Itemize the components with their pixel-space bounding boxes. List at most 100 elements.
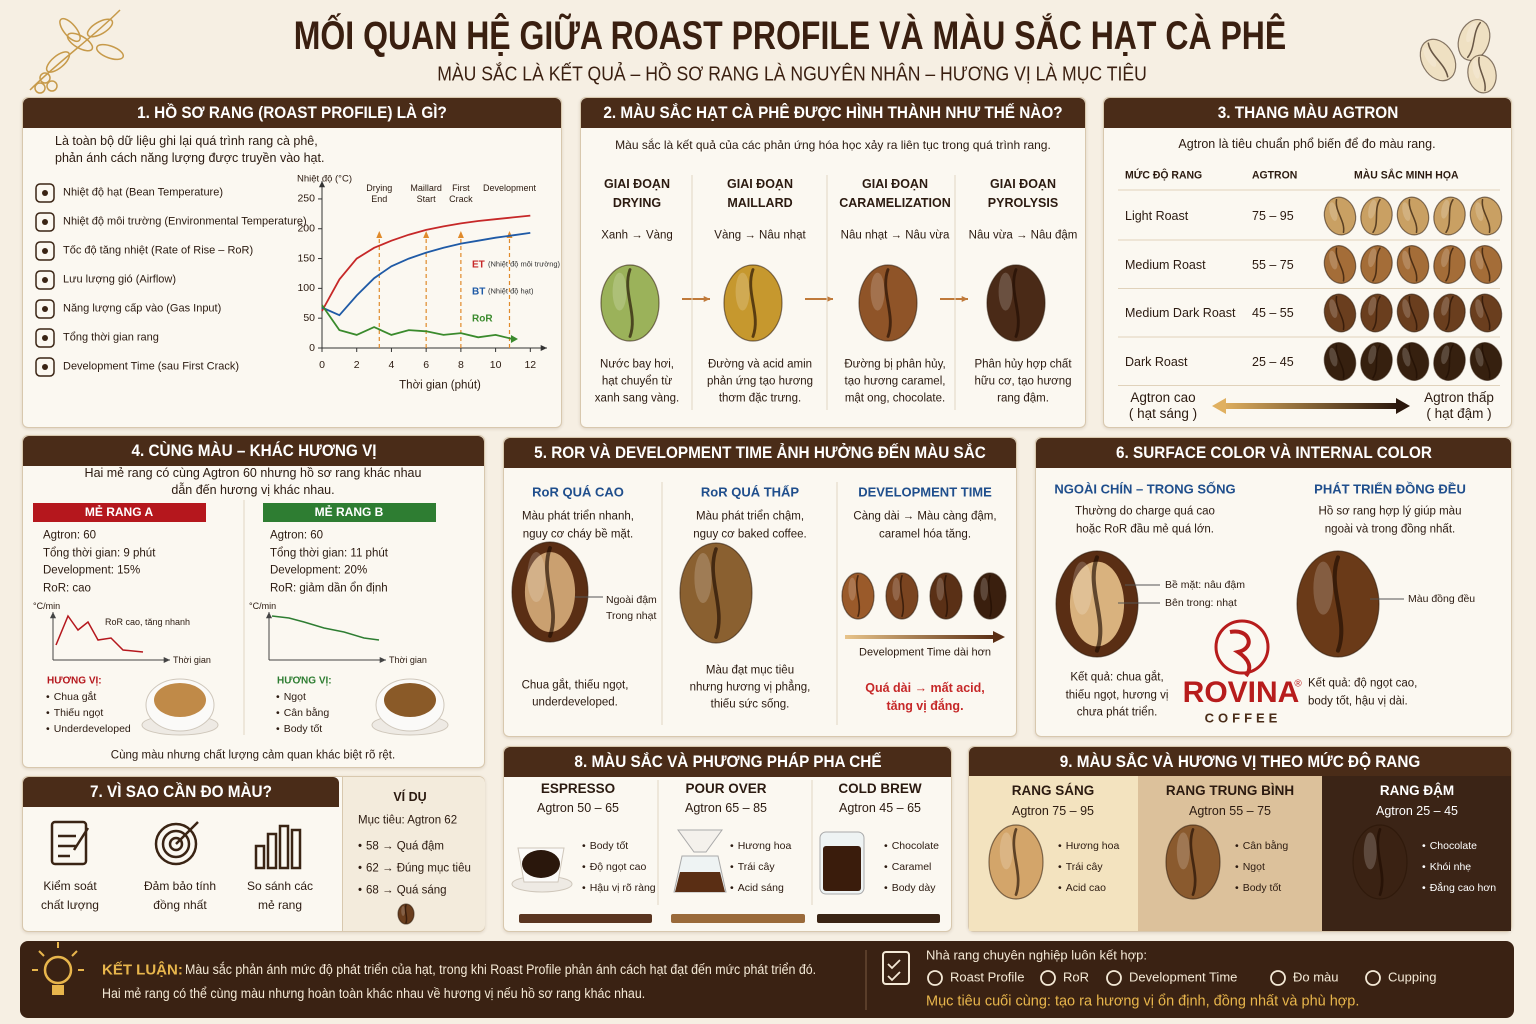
reason: Kiểm soát [43,879,97,894]
coffee-bean [885,572,919,620]
level-agtron: Agtron 25 – 45 [1375,803,1459,818]
arrow-head [703,295,710,303]
y-tick-label: 100 [297,282,315,294]
bean-shine [1402,299,1411,318]
batch-name: MẺ RANG A [84,505,154,520]
label: phản ánh cách năng lượng được truyền vào… [55,150,325,165]
stage-desc: Phân hủy hợp chất [974,358,1072,371]
panel-title: 2. MÀU SẮC HẠT CÀ PHÊ ĐƯỢC HÌNH THÀNH NH… [603,103,1063,123]
method-note: Hậu vị rõ ràng [582,882,656,894]
panel-header [23,98,561,128]
coffee-bean [397,903,415,925]
coffee-bean [1433,342,1466,381]
ror-arrowhead [510,335,518,344]
coffee-bean [1467,54,1497,94]
bean-shine [1475,347,1484,367]
x-tick-label: 0 [319,359,325,371]
item-icon [35,212,55,232]
series-line [321,214,531,312]
coffee-bean [1323,293,1357,333]
example-box [342,777,485,931]
bean-shine [998,272,1013,311]
logo-ring [1214,619,1270,675]
column-result: Chua gắt, thiếu ngọt, [521,679,629,692]
column-desc: Màu phát triển chậm, [695,510,805,523]
axis-unit: °C/min [249,600,277,611]
item-icon-dot [42,219,48,225]
coffee-bean [1360,196,1393,236]
method-note: Độ ngọt cao [582,861,647,873]
bean-shine [1329,299,1338,318]
bar-icon [254,844,266,870]
dev-head [993,631,1005,643]
coffee-bean [723,264,783,342]
bulb [43,955,73,985]
event-label: First [452,182,470,193]
bar-icon [290,828,302,870]
flavor: Cân bằng [276,707,330,719]
leaf [86,18,114,38]
y-tick-label: 200 [297,223,315,235]
event-label: Drying [366,182,393,193]
method-name: COLD BREW [838,781,922,797]
scale-label: Agtron cao [1130,390,1196,406]
footer-note: Cùng màu nhưng chất lượng cảm quan khác … [110,749,396,762]
level-note: Hương hoa [1058,840,1120,852]
stage-desc: Đường và acid amin [707,358,813,371]
stage-desc: xanh sang vàng. [594,392,680,405]
coffee-bean [1433,245,1466,284]
stage-desc: hạt chuyển từ [601,375,673,388]
bean-shine [1329,250,1338,270]
x-tick-label: 8 [458,359,464,371]
bean-shine [1475,250,1484,270]
bean-shine [892,577,901,601]
legend-note: (Nhiệt độ môi trường) [488,259,561,269]
bean-crease [1372,247,1381,282]
level-agtron: Agtron 75 – 95 [1011,803,1095,818]
bean-crease [1335,295,1345,331]
panel [580,97,1086,428]
coffee-bean [1457,19,1491,61]
batch-stat: Agtron: 60 [270,529,324,542]
page-subtitle: MÀU SẮC LÀ KẾT QUẢ – HỒ SƠ RANG LÀ NGUYÊ… [437,63,1147,86]
panel-title: 4. CÙNG MÀU – KHÁC HƯƠNG VỊ [130,441,377,461]
stage-desc: hữu cơ, tạo hương [974,375,1072,388]
column-result: underdeveloped. [532,696,618,709]
item-icon [35,183,55,203]
profile-item: Nhiệt độ hạt (Bean Temperature) [63,186,223,199]
reason: Đảm bảo tính [143,879,217,894]
column-desc: Càng dài → Màu càng đậm, [853,510,997,523]
column-result: Kết quả: chua gắt, [1070,671,1164,684]
coffee-bean [1323,245,1357,284]
bean-crease [1481,295,1491,331]
series-line [321,232,531,317]
method-agtron: Agtron 50 – 65 [536,800,620,815]
target-ring [168,836,184,852]
column-heading: RoR QUÁ CAO [532,484,624,500]
panel-header [1036,438,1511,468]
flavor: Underdeveloped [46,723,131,735]
coffee-bean [1360,342,1393,381]
dev-bar [845,635,995,639]
bean-crease [1445,247,1454,282]
bean-crease [1445,198,1454,234]
color-bar [671,914,805,923]
stage-desc: mật ong, chocolate. [844,392,946,405]
bean-crease [1012,828,1020,896]
panel-header [581,98,1085,128]
profile-item: Năng lượng cấp vào (Gas Input) [63,302,222,315]
bean-shine [1441,199,1450,219]
stage-label: GIAI ĐOẠN [604,176,670,191]
scale-label: ( hạt sáng ) [1128,406,1198,422]
label: Là toàn bộ dữ liệu ghi lại quá trình ran… [55,133,318,148]
column-result: tăng vị đắng. [886,698,964,713]
bean-crease [1481,198,1491,234]
example-target: Mục tiêu: Agtron 62 [358,814,458,827]
item-icon [35,241,55,261]
table-header: MỨC ĐỘ RANG [1125,169,1203,182]
coffee-bean [1469,196,1503,236]
bulb-ray [38,950,45,957]
batch-stat: Tổng thời gian: 11 phút [270,546,388,559]
column-result: chưa phát triển. [1076,706,1158,719]
reason-icons [50,820,302,870]
